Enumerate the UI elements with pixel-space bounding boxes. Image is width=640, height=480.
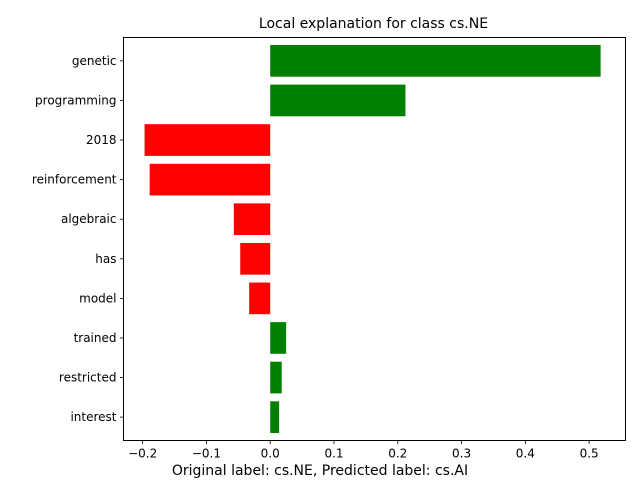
- xtick-label: 0.3: [452, 447, 471, 461]
- caption: Original label: cs.NE, Predicted label: …: [172, 463, 468, 479]
- bar-reinforcement: [149, 163, 271, 196]
- bar-programming: [270, 84, 406, 117]
- ytick-label: restricted: [59, 371, 117, 385]
- bar-interest: [270, 401, 280, 433]
- xtick-label: 0.1: [324, 447, 343, 461]
- xtick-label: 0.5: [580, 447, 599, 461]
- y-axis-ticks: genetic programming 2018 reinforcement algeb…: [32, 54, 124, 424]
- ytick-label: reinforcement: [32, 173, 117, 187]
- xtick-label: 0.2: [388, 447, 407, 461]
- xtick-label: 0.0: [261, 447, 280, 461]
- xtick-label: −0.2: [128, 447, 157, 461]
- bars-group: [144, 45, 601, 433]
- bar-genetic: [270, 45, 601, 77]
- ytick-label: 2018: [86, 133, 117, 147]
- ytick-label: model: [79, 291, 116, 305]
- bar-2018: [144, 124, 271, 156]
- ytick-label: algebraic: [61, 212, 117, 226]
- x-axis-ticks: −0.2 −0.1 0.0 0.1 0.2 0.3 0.4 0.5: [128, 440, 599, 461]
- ytick-label: interest: [70, 410, 116, 424]
- xtick-label: 0.4: [516, 447, 535, 461]
- chart-title: Local explanation for class cs.NE: [259, 16, 488, 32]
- xtick-label: −0.1: [192, 447, 221, 461]
- ytick-label: programming: [35, 93, 116, 107]
- bar-model: [249, 282, 271, 315]
- axes-frame: [123, 37, 626, 441]
- ytick-label: has: [95, 252, 116, 266]
- ytick-label: trained: [74, 331, 117, 345]
- bar-algebraic: [233, 203, 271, 236]
- bar-has: [240, 242, 271, 275]
- ytick-label: genetic: [72, 54, 117, 68]
- bar-restricted: [270, 361, 282, 394]
- bar-trained: [270, 322, 287, 354]
